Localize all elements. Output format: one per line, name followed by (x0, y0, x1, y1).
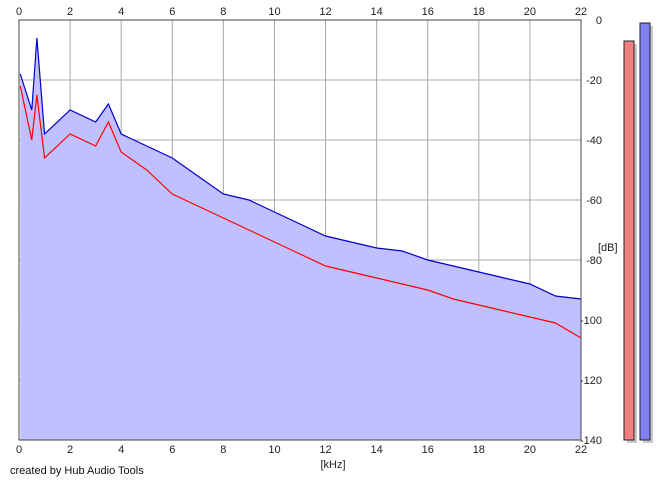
x-tick-label-top: 10 (268, 6, 280, 18)
x-tick-label-bottom: 16 (422, 444, 434, 456)
x-tick-label-bottom: 8 (220, 444, 226, 456)
x-tick-label-bottom: 0 (16, 444, 22, 456)
y-tick-label: -100 (580, 315, 602, 327)
series-line-1 (19, 85, 582, 339)
series-lines (19, 37, 582, 339)
x-tick-label-top: 6 (169, 6, 175, 18)
x-tick-label-bottom: 10 (268, 444, 280, 456)
x-tick-label-bottom: 14 (371, 444, 383, 456)
x-tick-label-top: 20 (524, 6, 536, 18)
y-axis-label: [dB] (598, 242, 618, 254)
y-tick-label: -80 (586, 255, 602, 267)
spectrum-fill-area (20, 38, 581, 440)
x-tick-label-top: 22 (575, 6, 587, 18)
x-axis-label: [kHz] (320, 459, 345, 471)
x-tick-label-bottom: 2 (67, 444, 73, 456)
spectrum-fill (20, 38, 581, 440)
x-tick-label-top: 14 (371, 6, 383, 18)
y-tick-label: 0 (596, 15, 602, 27)
series-line-0 (19, 37, 582, 300)
y-tick-label: -120 (580, 375, 602, 387)
x-tick-label-bottom: 20 (524, 444, 536, 456)
x-tick-label-top: 0 (16, 6, 22, 18)
y-tick-label: -40 (586, 135, 602, 147)
x-tick-label-top: 8 (220, 6, 226, 18)
level-meter-1 (639, 22, 651, 441)
level-meter-0 (623, 40, 635, 441)
x-tick-label-bottom: 18 (473, 444, 485, 456)
tick-labels: 002244668810101212141416161818202022220-… (16, 6, 602, 456)
x-tick-label-top: 12 (319, 6, 331, 18)
x-tick-label-top: 16 (422, 6, 434, 18)
x-tick-label-bottom: 4 (118, 444, 124, 456)
level-meters (623, 22, 653, 443)
y-tick-label: -60 (586, 195, 602, 207)
credit-text: created by Hub Audio Tools (10, 465, 144, 477)
x-tick-label-bottom: 6 (169, 444, 175, 456)
y-tick-label: -140 (580, 435, 602, 447)
x-tick-label-top: 4 (118, 6, 124, 18)
x-tick-label-top: 18 (473, 6, 485, 18)
x-tick-label-top: 2 (67, 6, 73, 18)
plot-frame (18, 19, 582, 441)
y-tick-label: -20 (586, 75, 602, 87)
x-tick-label-bottom: 12 (319, 444, 331, 456)
x-tick-label-bottom: 22 (575, 444, 587, 456)
